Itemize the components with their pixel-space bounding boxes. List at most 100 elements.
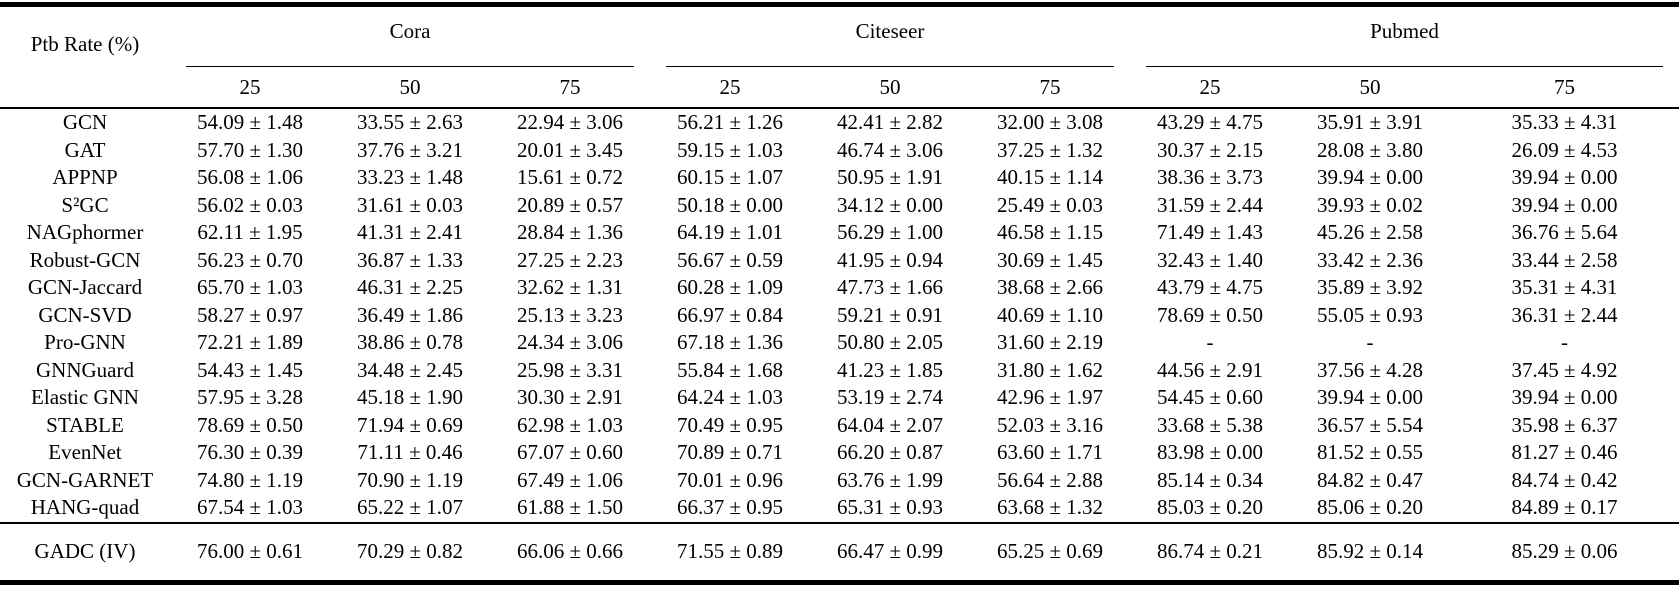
result-cell: 57.70 ± 1.30	[196, 137, 304, 162]
result-cell: 37.25 ± 1.32	[996, 137, 1104, 162]
result-cell: 57.95 ± 3.28	[196, 385, 304, 409]
result-cell: 30.69 ± 1.45	[996, 247, 1104, 272]
result-cell: 56.29 ± 1.00	[836, 220, 944, 244]
table-row: GCN-GARNET 74.80 ± 1.19 70.90 ± 1.19 67.49 …	[0, 467, 1679, 495]
result-cell: 50.80 ± 2.05	[836, 330, 944, 354]
result-cell: 50.95 ± 1.91	[836, 165, 944, 189]
result-cell: 33.44 ± 2.58	[1511, 247, 1618, 272]
result-cell: 37.56 ± 4.28	[1316, 357, 1424, 382]
result-cell: 32.00 ± 3.08	[996, 110, 1104, 134]
result-cell: 52.03 ± 3.16	[996, 412, 1104, 437]
method-name-cell: GNNGuard	[36, 357, 134, 382]
result-cell: 40.15 ± 1.14	[996, 165, 1104, 189]
result-cell: 56.67 ± 0.59	[676, 247, 784, 272]
result-cell: 46.74 ± 3.06	[836, 137, 944, 162]
result-cell: 60.28 ± 1.09	[676, 275, 784, 299]
result-cell: 47.73 ± 1.66	[836, 275, 944, 299]
result-cell: 74.80 ± 1.19	[196, 467, 304, 492]
result-cell: 66.06 ± 0.66	[490, 521, 650, 582]
table-row: NAGphormer 62.11 ± 1.95 41.31 ± 2.41 28.84 …	[0, 219, 1679, 247]
method-name-cell: GCN-SVD	[38, 302, 132, 327]
method-name-cell: GCN-Jaccard	[27, 275, 143, 299]
result-cell: 56.08 ± 1.06	[196, 165, 304, 189]
result-cell: 33.23 ± 1.48	[356, 165, 464, 189]
group-header-citeseer: Citeseer	[650, 5, 1130, 67]
result-cell: 42.96 ± 1.97	[996, 385, 1104, 409]
result-cell: 35.89 ± 3.92	[1316, 275, 1424, 299]
citeseer-label: Citeseer	[855, 18, 925, 43]
citeseer-underline-rule	[666, 65, 1114, 67]
result-cell: 65.22 ± 1.07	[356, 495, 464, 519]
header-ptb-row: 25 50 75 25 50 75 25 50 75	[0, 67, 1679, 109]
result-cell: 46.58 ± 1.15	[996, 220, 1104, 244]
result-cell: 42.41 ± 2.82	[836, 110, 944, 134]
result-cell: 34.48 ± 2.45	[356, 357, 464, 382]
col-header-cora-75: 75	[490, 67, 650, 109]
result-cell: 85.06 ± 0.20	[1316, 495, 1424, 519]
result-cell: 39.94 ± 0.00	[1511, 385, 1618, 409]
result-cell: 81.27 ± 0.46	[1511, 440, 1618, 464]
col-header-citeseer-25: 25	[650, 67, 810, 109]
result-cell: -	[1366, 330, 1374, 354]
result-cell: 56.21 ± 1.26	[676, 110, 784, 134]
result-cell: 28.08 ± 3.80	[1316, 137, 1424, 162]
result-cell: 84.89 ± 0.17	[1511, 495, 1618, 519]
result-cell: 59.21 ± 0.91	[836, 302, 944, 327]
result-cell: 25.49 ± 0.03	[996, 192, 1104, 217]
result-cell: 35.31 ± 4.31	[1511, 275, 1618, 299]
result-cell: 37.45 ± 4.92	[1511, 357, 1618, 382]
result-cell: 36.31 ± 2.44	[1511, 302, 1618, 327]
table-row: Elastic GNN 57.95 ± 3.28 45.18 ± 1.90 30.30…	[0, 384, 1679, 412]
result-cell: 15.61 ± 0.72	[516, 165, 624, 189]
method-name-cell: S²GC	[61, 192, 109, 217]
group-header-pubmed: Pubmed	[1130, 5, 1679, 67]
result-cell: 31.80 ± 1.62	[996, 357, 1104, 382]
result-cell: 63.68 ± 1.32	[996, 495, 1104, 519]
result-cell: 39.94 ± 0.00	[1316, 385, 1424, 409]
result-cell: 28.84 ± 1.36	[516, 220, 624, 244]
result-cell: 41.23 ± 1.85	[836, 357, 944, 382]
result-cell: 67.49 ± 1.06	[516, 467, 624, 492]
table-row: GNNGuard 54.43 ± 1.45 34.48 ± 2.45 25.98 ± …	[0, 357, 1679, 385]
result-cell: 84.74 ± 0.42	[1511, 467, 1618, 492]
result-cell: -	[1206, 330, 1214, 354]
result-cell: 35.33 ± 4.31	[1511, 110, 1618, 134]
table-row: HANG-quad 67.54 ± 1.03 65.22 ± 1.07 61.88 ±…	[0, 494, 1679, 523]
result-cell: 71.94 ± 0.69	[356, 412, 464, 437]
result-cell: 65.70 ± 1.03	[196, 275, 304, 299]
result-cell: 44.56 ± 2.91	[1156, 357, 1264, 382]
result-cell: 26.09 ± 4.53	[1511, 137, 1618, 162]
result-cell: 70.49 ± 0.95	[676, 412, 784, 437]
method-name-cell: GADC (IV)	[0, 521, 170, 582]
result-cell: 45.26 ± 2.58	[1316, 220, 1424, 244]
result-cell: 33.55 ± 2.63	[356, 110, 464, 134]
result-cell: 46.31 ± 2.25	[356, 275, 464, 299]
result-cell: 70.29 ± 0.82	[330, 521, 490, 582]
result-cell: 67.07 ± 0.60	[516, 440, 624, 464]
cora-underline-rule	[186, 65, 634, 67]
method-name-cell: Elastic GNN	[31, 385, 139, 409]
result-cell: 53.19 ± 2.74	[836, 385, 944, 409]
method-name-cell: GAT	[64, 137, 106, 162]
table-row: GCN-SVD 58.27 ± 0.97 36.49 ± 1.86 25.13 ± 3…	[0, 302, 1679, 330]
result-cell: 62.11 ± 1.95	[197, 220, 303, 244]
result-cell: 78.69 ± 0.50	[1156, 302, 1264, 327]
result-cell: 76.30 ± 0.39	[196, 440, 304, 464]
result-cell: 36.57 ± 5.54	[1316, 412, 1424, 437]
result-cell: 63.76 ± 1.99	[836, 467, 944, 492]
results-table: Ptb Rate (%) Cora Citeseer Pubmed 25 50 …	[0, 2, 1679, 585]
result-cell: 33.42 ± 2.36	[1316, 247, 1424, 272]
result-cell: 30.37 ± 2.15	[1156, 137, 1264, 162]
col-header-citeseer-75: 75	[970, 67, 1130, 109]
result-cell: 64.04 ± 2.07	[836, 412, 944, 437]
result-cell: -	[1561, 330, 1569, 354]
result-cell: 37.76 ± 3.21	[356, 137, 464, 162]
result-cell: 45.18 ± 1.90	[356, 385, 464, 409]
col-header-citeseer-50: 50	[810, 67, 970, 109]
result-cell: 71.49 ± 1.43	[1156, 220, 1264, 244]
result-cell: 39.94 ± 0.00	[1511, 192, 1618, 217]
result-cell: 54.43 ± 1.45	[196, 357, 304, 382]
result-cell: 59.15 ± 1.03	[676, 137, 784, 162]
result-cell: 31.59 ± 2.44	[1156, 192, 1264, 217]
result-cell: 33.68 ± 5.38	[1156, 412, 1264, 437]
